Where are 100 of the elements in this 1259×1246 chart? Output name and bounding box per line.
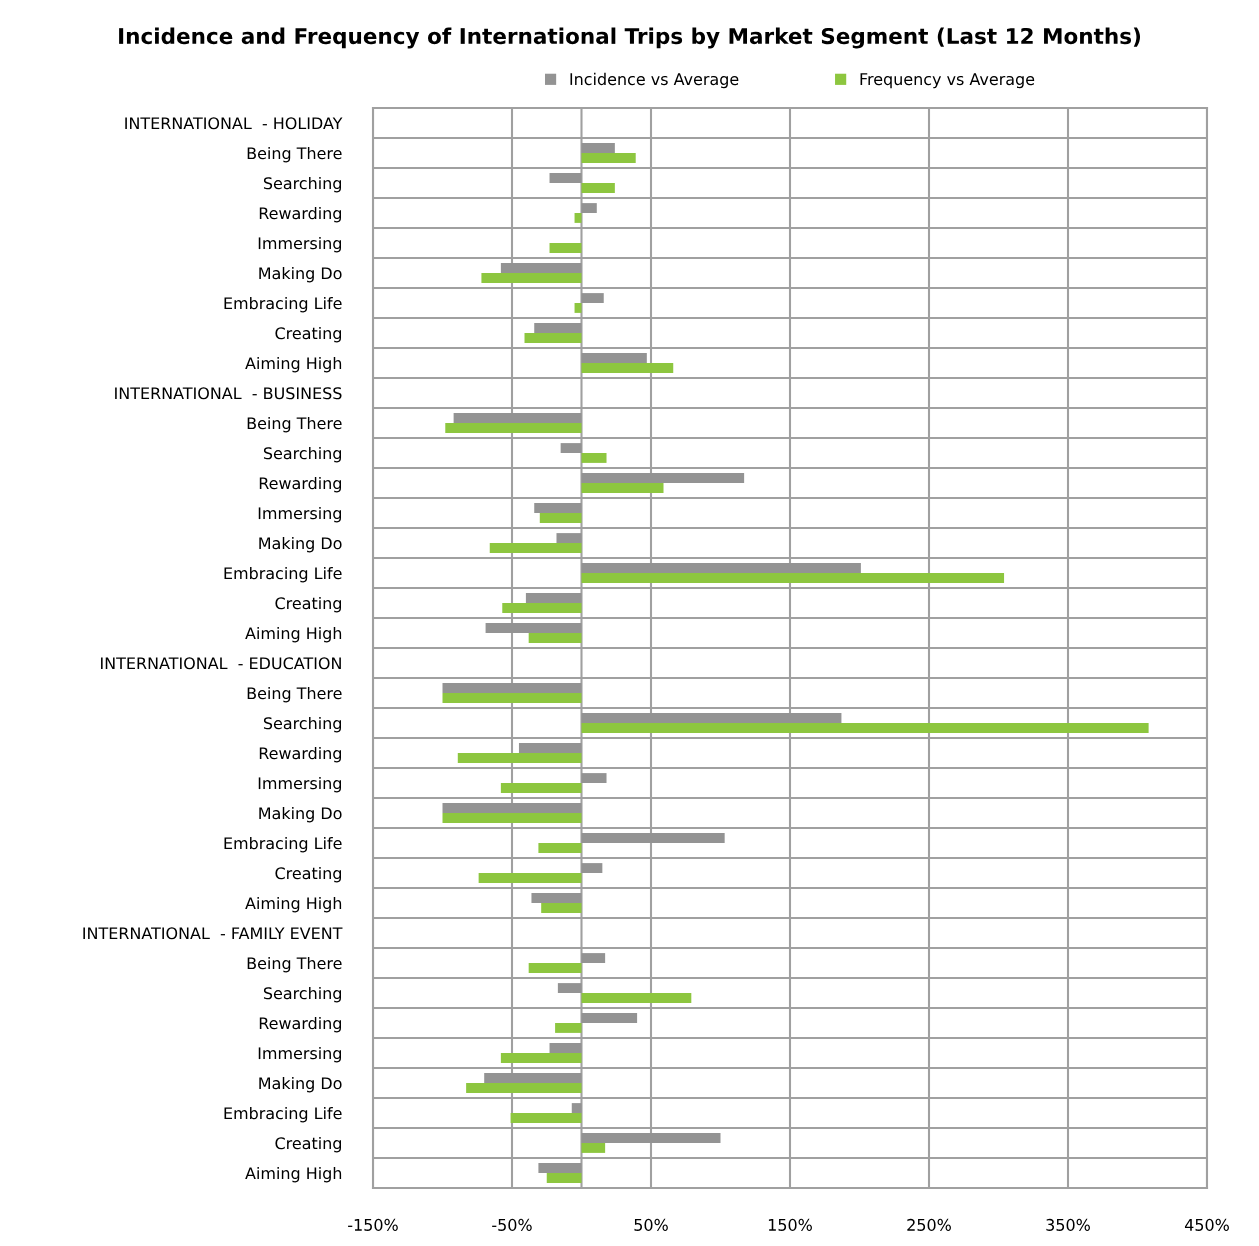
bar bbox=[581, 203, 597, 213]
bar bbox=[457, 753, 582, 763]
bar bbox=[581, 723, 1149, 733]
bar bbox=[453, 413, 582, 423]
bar bbox=[500, 263, 582, 273]
y-tick-label: Rewarding bbox=[259, 476, 341, 493]
y-tick-label: Embracing Life bbox=[224, 296, 342, 313]
y-tick-label: Embracing Life bbox=[224, 1106, 342, 1123]
y-tick-label: Being There bbox=[247, 956, 342, 973]
y-tick-label: Searching bbox=[263, 446, 341, 463]
x-tick-label: -150% bbox=[348, 1218, 398, 1231]
bar bbox=[581, 713, 842, 723]
bar bbox=[571, 1103, 582, 1113]
bar bbox=[510, 1113, 582, 1123]
y-tick-label: Creating bbox=[275, 866, 341, 883]
bar bbox=[581, 773, 607, 783]
y-tick-label: INTERNATIONAL - EDUCATION bbox=[101, 657, 341, 670]
y-tick-label: Being There bbox=[247, 146, 342, 163]
bar bbox=[500, 783, 582, 793]
bar bbox=[531, 893, 582, 903]
y-tick-label: Immersing bbox=[258, 776, 341, 793]
bar bbox=[560, 443, 582, 453]
bar bbox=[581, 573, 1005, 583]
bar bbox=[489, 543, 582, 553]
bar bbox=[549, 1043, 582, 1053]
bar bbox=[442, 683, 582, 693]
bar bbox=[442, 813, 582, 823]
y-tick-label: Immersing bbox=[258, 506, 341, 523]
y-tick-label: Rewarding bbox=[259, 1016, 341, 1033]
y-tick-label: Making Do bbox=[259, 806, 342, 823]
bar bbox=[466, 1083, 582, 1093]
bar bbox=[581, 153, 636, 163]
y-tick-label: INTERNATIONAL - BUSINESS bbox=[115, 387, 342, 400]
x-tick-label: 250% bbox=[907, 1218, 951, 1231]
x-tick-label: 350% bbox=[1046, 1218, 1090, 1231]
bar bbox=[541, 903, 582, 913]
y-tick-label: Creating bbox=[275, 326, 341, 343]
bar bbox=[574, 213, 582, 223]
y-tick-label: Being There bbox=[247, 686, 342, 703]
y-tick-label: Making Do bbox=[259, 1076, 342, 1093]
bar bbox=[581, 183, 615, 193]
bar bbox=[481, 273, 582, 283]
bar bbox=[518, 743, 582, 753]
bar bbox=[546, 1173, 582, 1183]
bar bbox=[534, 323, 582, 333]
bar bbox=[500, 1053, 582, 1063]
y-tick-label: INTERNATIONAL - HOLIDAY bbox=[125, 117, 343, 130]
bar bbox=[574, 303, 582, 313]
bar bbox=[549, 173, 582, 183]
bar bbox=[581, 1133, 721, 1143]
y-tick-label: Aiming High bbox=[245, 896, 342, 913]
x-tick-label: 50% bbox=[634, 1218, 668, 1231]
bar bbox=[581, 293, 604, 303]
bar bbox=[442, 803, 582, 813]
bar bbox=[555, 1023, 582, 1033]
bar bbox=[524, 333, 582, 343]
legend-label: Incidence vs Average bbox=[570, 72, 739, 89]
bar bbox=[538, 843, 582, 853]
bar bbox=[581, 953, 606, 963]
bar bbox=[581, 483, 664, 493]
y-tick-label: Being There bbox=[247, 416, 342, 433]
bar bbox=[581, 863, 603, 873]
bar bbox=[478, 873, 582, 883]
x-tick-label: 150% bbox=[768, 1218, 812, 1231]
y-tick-label: Aiming High bbox=[245, 626, 342, 643]
bar bbox=[556, 533, 582, 543]
chart-title: Incidence and Frequency of International Trips by Market Segment (Last 12 Months) bbox=[119, 27, 1141, 49]
bar bbox=[539, 513, 582, 523]
bar bbox=[485, 623, 582, 633]
bar bbox=[581, 363, 674, 373]
y-tick-label: Immersing bbox=[258, 1046, 341, 1063]
y-tick-label: Searching bbox=[263, 176, 341, 193]
bar bbox=[581, 473, 745, 483]
y-tick-label: Rewarding bbox=[259, 206, 341, 223]
bar bbox=[502, 603, 582, 613]
bar bbox=[581, 1013, 638, 1023]
bar bbox=[445, 423, 582, 433]
y-tick-label: Creating bbox=[275, 1136, 341, 1153]
y-tick-label: Searching bbox=[263, 986, 341, 1003]
bar bbox=[528, 633, 582, 643]
y-tick-label: INTERNATIONAL - FAMILY EVENT bbox=[83, 927, 343, 940]
bar bbox=[528, 963, 582, 973]
bar bbox=[442, 693, 582, 703]
legend-label: Frequency vs Average bbox=[860, 73, 1035, 89]
bar bbox=[549, 243, 582, 253]
y-tick-label: Aiming High bbox=[245, 356, 342, 373]
y-tick-label: Embracing Life bbox=[224, 566, 342, 583]
bar bbox=[538, 1163, 582, 1173]
y-tick-label: Making Do bbox=[259, 266, 342, 283]
y-tick-label: Searching bbox=[263, 716, 341, 733]
bar bbox=[534, 503, 582, 513]
y-tick-label: Immersing bbox=[258, 236, 341, 253]
bar bbox=[525, 593, 582, 603]
bar bbox=[581, 1143, 606, 1153]
y-tick-label: Making Do bbox=[259, 536, 342, 553]
bar bbox=[581, 993, 692, 1003]
bar bbox=[484, 1073, 582, 1083]
x-tick-label: 450% bbox=[1184, 1218, 1229, 1231]
bar bbox=[581, 833, 725, 843]
y-tick-label: Creating bbox=[275, 596, 341, 613]
